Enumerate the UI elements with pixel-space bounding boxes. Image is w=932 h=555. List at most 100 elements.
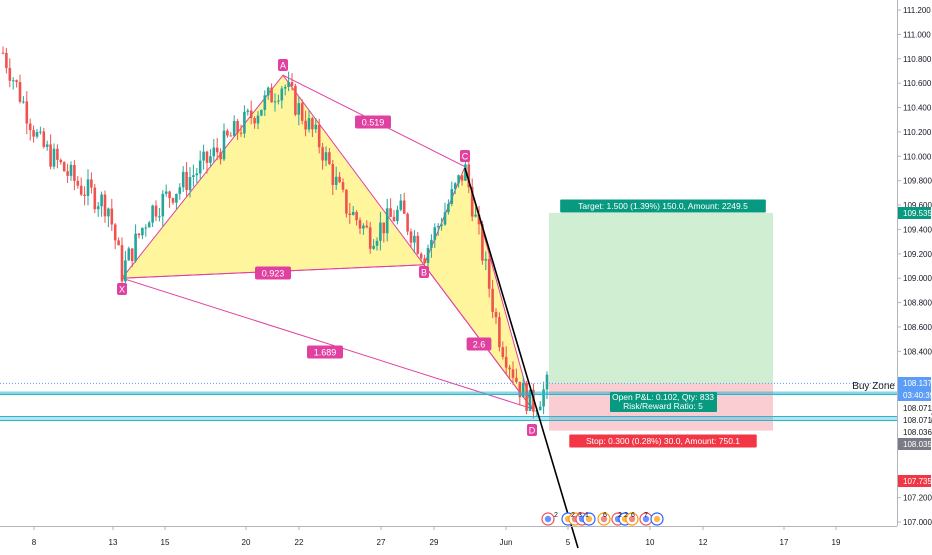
candle-body [127,248,131,261]
candle-body [372,245,375,249]
candle-body [447,203,450,213]
axis-price-tag-bg [898,426,931,438]
event-count: 2 [554,512,558,519]
candle-body [219,152,222,160]
axis-price-tag-text: 109.535 [903,209,932,218]
candle [195,168,199,183]
candle [498,312,501,352]
candle-body [328,152,331,165]
candle-body [338,176,341,183]
ratio-label-text: 1.689 [314,348,337,358]
candle-body [521,382,525,398]
candle [477,206,481,235]
candle [83,186,86,206]
candle [56,144,59,169]
candle [324,146,328,167]
candle-body [457,175,460,184]
candle [226,128,229,138]
candle-body [39,131,42,133]
candle [331,159,335,196]
candle [402,192,406,214]
candle-body [249,110,253,119]
point-label-b: B [419,266,429,278]
candle [280,85,284,109]
axis-price-tag-text: 107.735 [903,477,932,486]
candle [124,250,127,284]
candle [188,167,192,198]
candle-body [52,148,56,167]
price-tick-label: 108.600 [903,323,932,332]
axis-price-tag: 108.071 [898,414,932,426]
candle [229,132,233,137]
price-tick-label: 110.600 [903,79,932,88]
candle [338,171,341,184]
ratio-label-text: 0.923 [262,269,285,279]
candle [256,111,260,130]
price-tick-label: 109.400 [903,225,932,234]
candle-body [515,377,518,382]
candle [283,84,287,96]
buy-zone-label: Buy Zone [852,381,895,392]
axis-price-tag-bg [898,389,931,401]
price-tick-label: 109.000 [903,274,932,283]
axis-price-tag-bg [898,414,931,426]
candle [460,175,464,186]
candle [66,163,69,183]
candle [151,204,154,228]
stop-label: Stop: 0.300 (0.28%) 30.0, Amount: 750.1 [569,434,757,448]
ratio-label-bg [307,345,343,359]
candle-body [351,211,355,216]
candles [1,46,549,419]
candle-body [253,118,256,124]
candle-body [345,189,348,214]
time-tick-label: 20 [242,538,251,547]
point-label-d-text: D [529,426,536,436]
candle-body [113,224,117,241]
candle-body [22,101,25,103]
event-count: 2 [571,512,575,519]
open-pnl-bg [610,392,717,412]
event-count: 7 [644,512,648,519]
candle [25,91,29,135]
candle-body [161,193,165,217]
candle [277,94,280,105]
candle [511,361,515,385]
candle-body [195,173,199,176]
candle-body [185,171,188,191]
candle-body [440,224,443,226]
axis-price-tag: 108.036 [898,426,932,438]
candle-body [300,103,304,121]
candle [382,222,386,243]
candle [447,199,450,215]
point-label-x-bg [117,283,127,295]
candle-body [498,317,501,348]
candle [141,227,144,240]
candle-body [62,162,66,172]
candle-body [379,222,382,241]
candle [219,148,222,165]
axis-price-tag: 108.035 [898,438,932,450]
candle [100,191,103,217]
candle-body [545,374,549,390]
candle [413,230,416,253]
candle-body [477,214,481,225]
candle [430,234,433,258]
candle-body [154,205,158,217]
candle [453,182,457,195]
candle [355,210,358,226]
candle [484,251,488,271]
candle [457,174,460,188]
candle [5,48,8,74]
candle [168,190,171,208]
candle [504,346,508,375]
candle [351,206,355,216]
candle-body [76,180,80,186]
candle [175,193,178,210]
candle-body [209,156,212,163]
trend-line [464,167,579,549]
axis-price-tag-bg [898,402,931,414]
